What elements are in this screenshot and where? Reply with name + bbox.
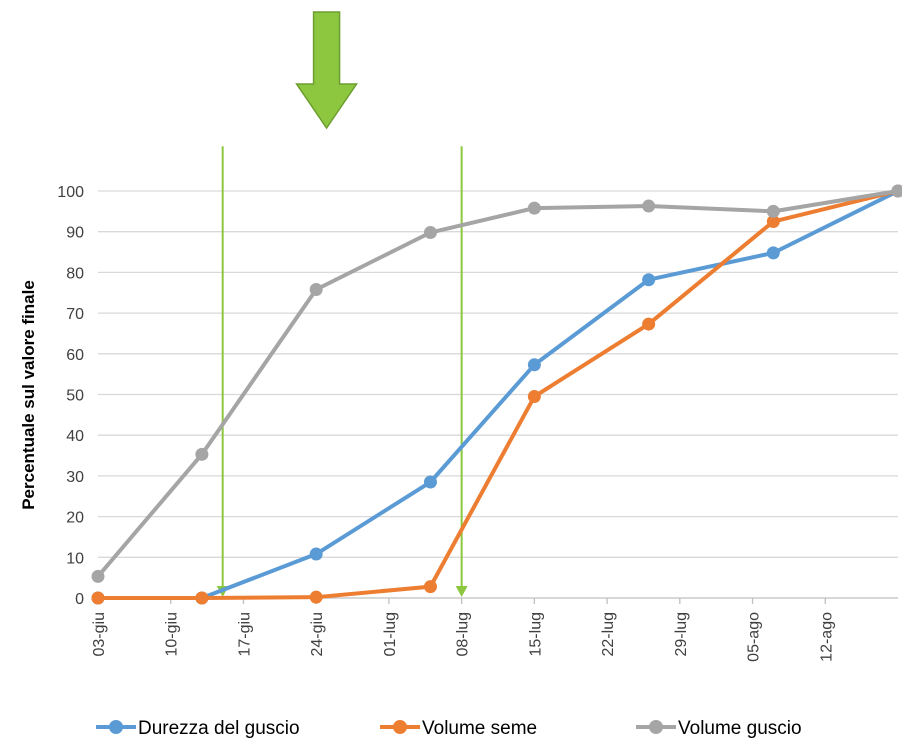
data-point bbox=[642, 273, 656, 287]
y-tick-labels: 0 10 20 30 40 50 60 70 80 90 100 bbox=[57, 184, 84, 608]
data-point bbox=[91, 569, 105, 583]
y-tick-label: 90 bbox=[66, 225, 84, 242]
data-point bbox=[423, 580, 437, 594]
data-point bbox=[309, 547, 323, 561]
legend: Durezza del guscio Volume seme Volume gusc… bbox=[96, 718, 802, 739]
data-point bbox=[527, 390, 541, 404]
series-group bbox=[91, 184, 902, 605]
y-tick-label: 30 bbox=[66, 469, 84, 486]
y-tick-label: 100 bbox=[57, 184, 84, 201]
big-green-down-arrow bbox=[295, 11, 358, 130]
x-tick-label: 08-lug bbox=[455, 612, 472, 656]
x-tick-label: 12-ago bbox=[818, 612, 835, 662]
x-tick-label: 10-giu bbox=[164, 612, 181, 656]
gridlines bbox=[98, 190, 898, 599]
x-tick-label: 17-giu bbox=[236, 612, 253, 656]
series-1 bbox=[91, 184, 902, 605]
data-point bbox=[195, 447, 209, 461]
y-axis-label: Percentuale sul valore finale bbox=[19, 280, 38, 510]
y-tick-label: 40 bbox=[66, 428, 84, 445]
legend-swatch-marker bbox=[649, 720, 663, 734]
legend-swatch-marker bbox=[109, 720, 123, 734]
data-point bbox=[642, 199, 656, 213]
legend-swatch-marker bbox=[393, 720, 407, 734]
x-tick-labels: 03-giu 10-giu 17-giu 24-giu 01-lug 08-lug 15-l… bbox=[91, 598, 835, 662]
legend-label: Volume seme bbox=[422, 718, 537, 739]
data-point bbox=[423, 226, 437, 240]
annotations bbox=[216, 11, 468, 597]
y-tick-label: 0 bbox=[75, 591, 84, 608]
y-tick-label: 10 bbox=[66, 550, 84, 567]
x-tick-label: 22-lug bbox=[600, 612, 617, 656]
legend-item: Durezza del guscio bbox=[96, 718, 300, 739]
x-tick-label: 29-lug bbox=[673, 612, 690, 656]
y-tick-label: 60 bbox=[66, 347, 84, 364]
annotation-arrowhead bbox=[455, 586, 468, 597]
data-point bbox=[309, 282, 323, 296]
series-line bbox=[96, 189, 899, 578]
y-tick-label: 70 bbox=[66, 306, 84, 323]
x-tick-label: 15-lug bbox=[527, 612, 544, 656]
y-tick-label: 50 bbox=[66, 388, 84, 405]
data-point bbox=[642, 317, 656, 331]
data-point bbox=[423, 475, 437, 489]
x-tick-label: 01-lug bbox=[382, 612, 399, 656]
data-point bbox=[891, 184, 902, 198]
data-point bbox=[766, 204, 780, 218]
legend-label: Volume guscio bbox=[678, 718, 802, 739]
x-tick-label: 05-ago bbox=[746, 612, 763, 662]
data-point bbox=[766, 246, 780, 260]
x-tick-label: 24-giu bbox=[309, 612, 326, 656]
series-2 bbox=[91, 184, 902, 583]
data-point bbox=[527, 358, 541, 372]
data-point bbox=[527, 201, 541, 215]
x-tick-label: 03-giu bbox=[91, 612, 108, 656]
y-tick-label: 80 bbox=[66, 265, 84, 282]
legend-label: Durezza del guscio bbox=[138, 718, 300, 739]
data-point bbox=[91, 591, 105, 605]
data-point bbox=[309, 590, 323, 604]
data-point bbox=[766, 215, 780, 229]
data-point bbox=[195, 591, 209, 605]
legend-item: Volume seme bbox=[380, 718, 537, 739]
series-line bbox=[98, 189, 899, 600]
series-line bbox=[98, 189, 899, 600]
legend-item: Volume guscio bbox=[636, 718, 802, 739]
y-tick-label: 20 bbox=[66, 510, 84, 527]
